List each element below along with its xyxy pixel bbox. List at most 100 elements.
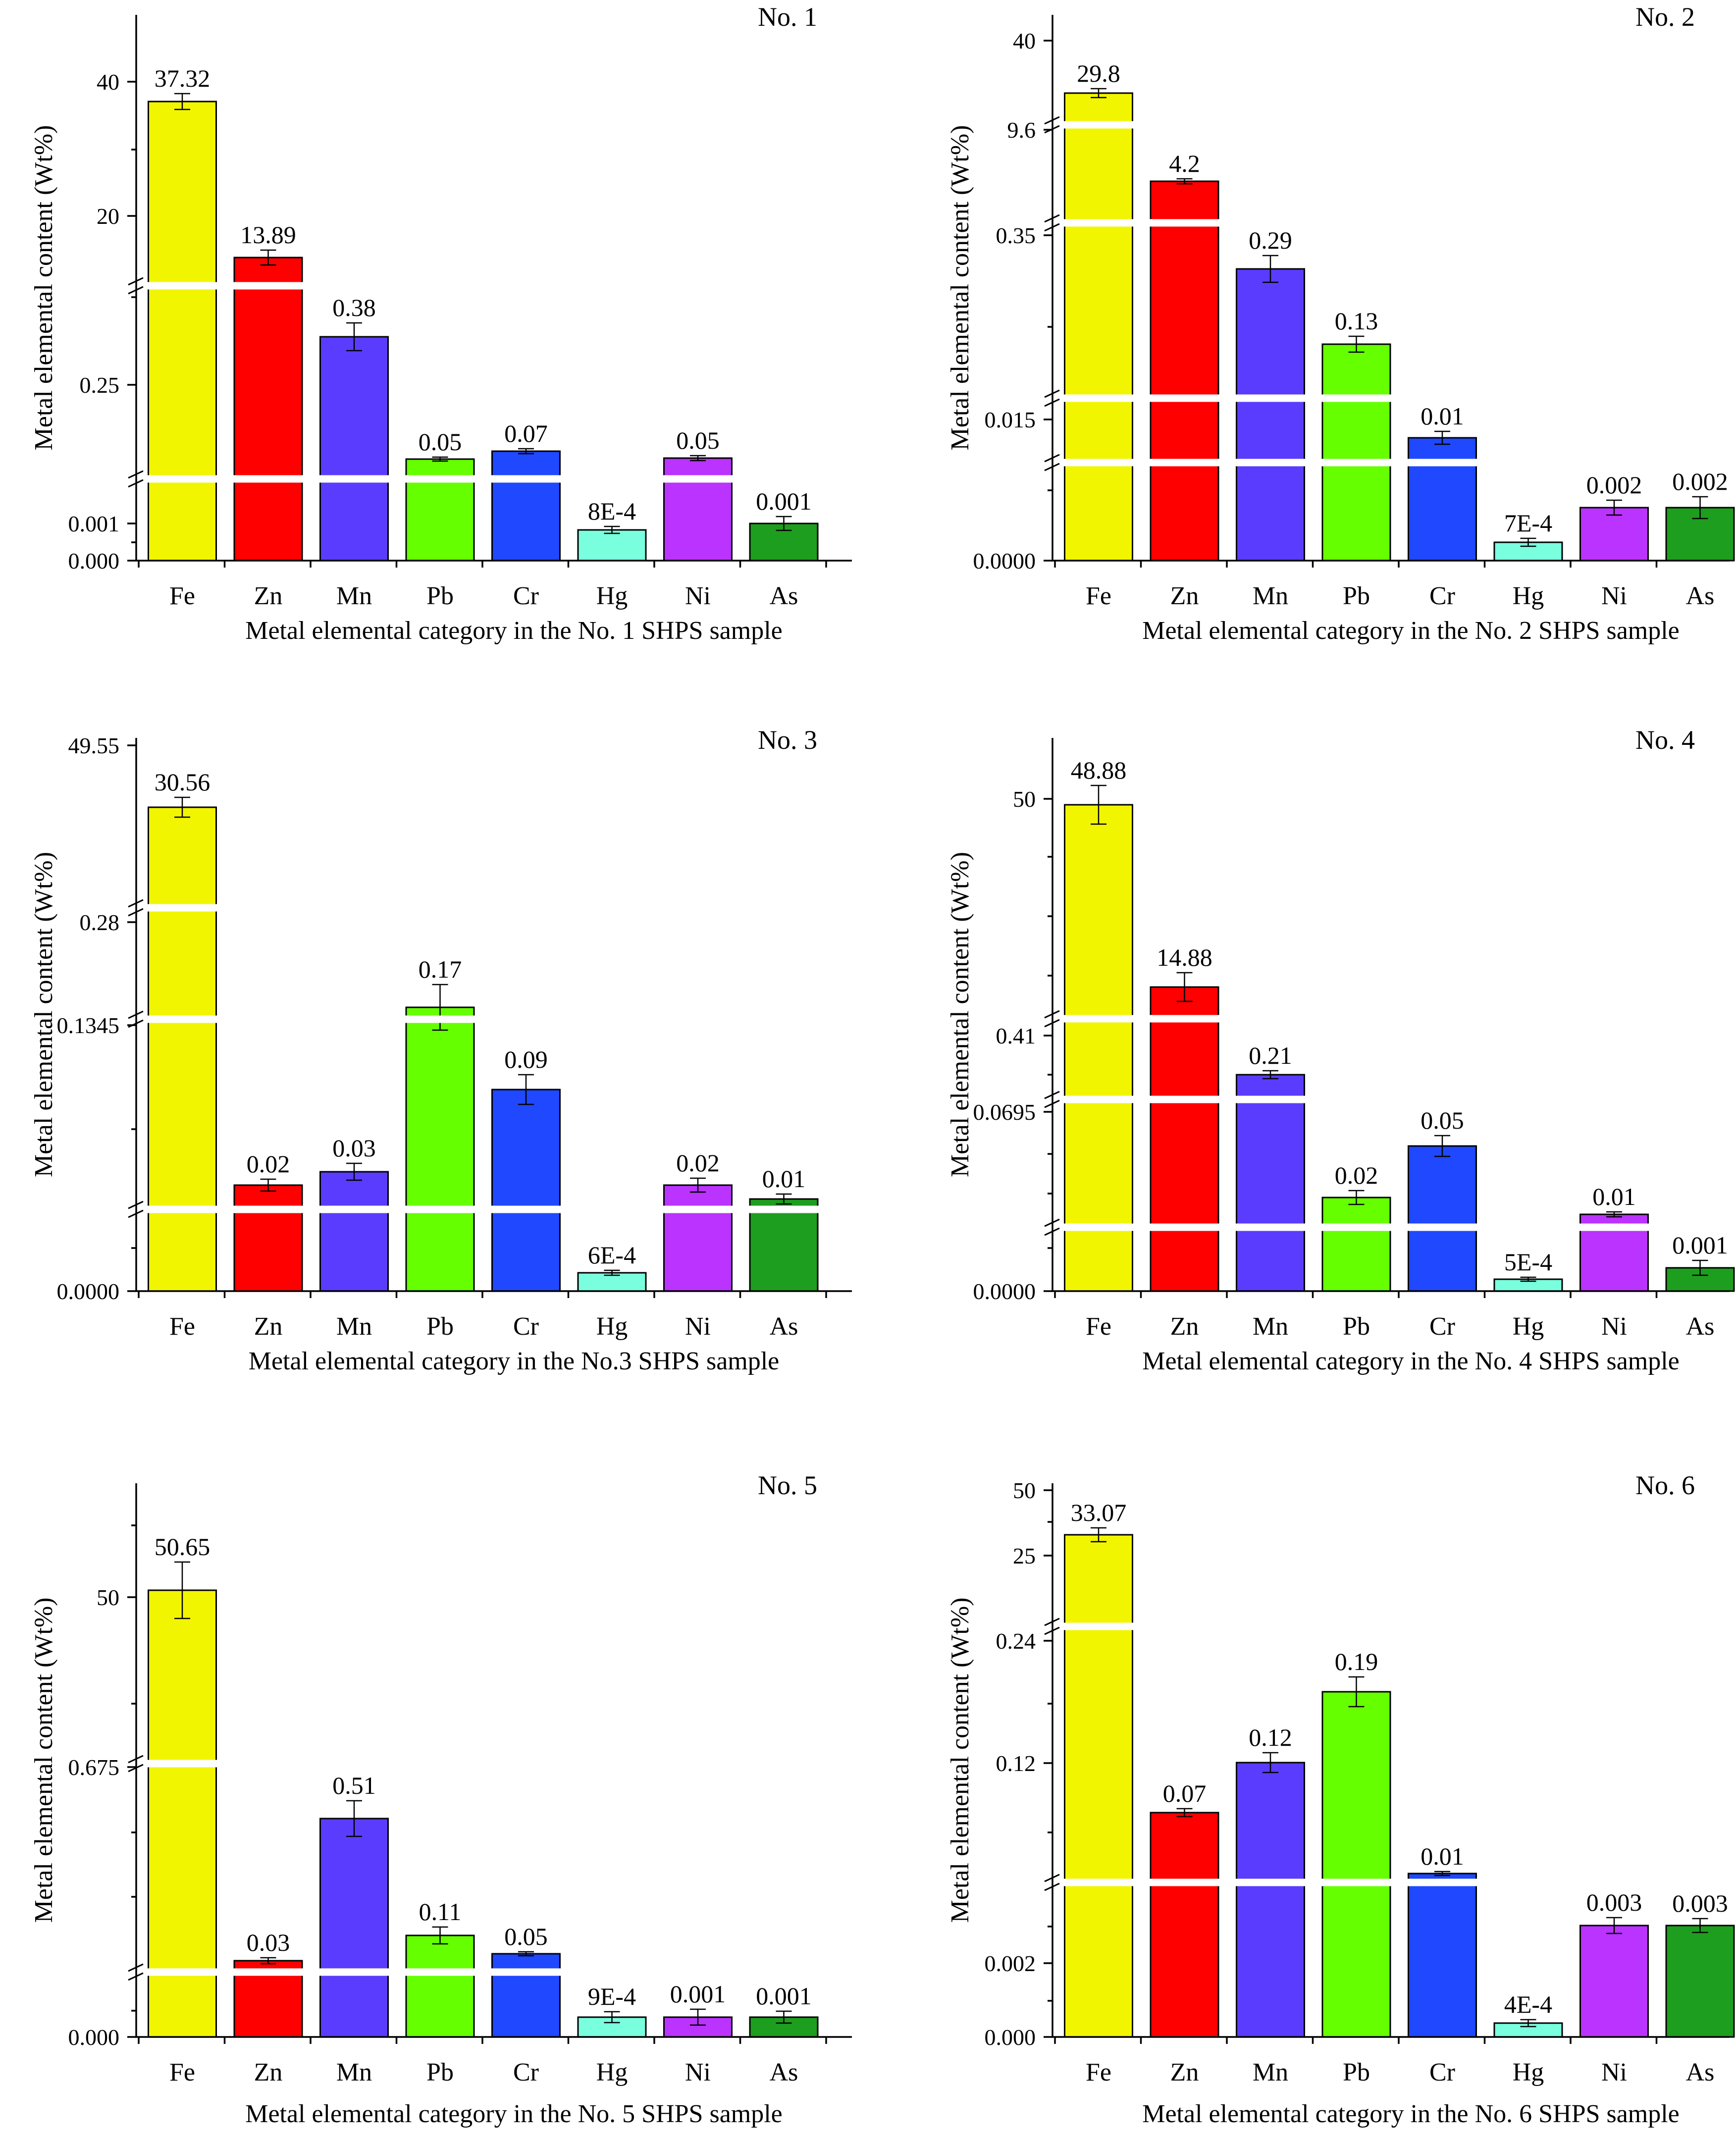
y-tick-label: 0.000 (985, 2025, 1036, 2050)
bar-pb (405, 458, 475, 562)
error-bar-hg (1520, 2019, 1536, 2028)
value-label-pb: 0.17 (419, 955, 462, 983)
bar-fe (148, 101, 217, 562)
category-label-hg: Hg (596, 2058, 628, 2086)
value-label-cr: 0.05 (1420, 1106, 1464, 1134)
category-label-pb: Pb (426, 1312, 454, 1341)
panel-title: No. 5 (758, 1470, 817, 1500)
y-tick-label: 0.000 (68, 2025, 120, 2050)
bar-mn (319, 336, 389, 562)
category-label-mn: Mn (336, 1312, 372, 1341)
y-tick-label: 0.35 (996, 223, 1036, 248)
y-axis-label: Metal elemental content (Wt%) (946, 852, 974, 1177)
value-label-cr: 0.07 (504, 419, 548, 447)
category-label-pb: Pb (1343, 1312, 1370, 1341)
value-label-zn: 14.88 (1157, 943, 1212, 971)
error-bar-pb (1348, 1190, 1365, 1205)
category-label-hg: Hg (596, 582, 628, 610)
bar-mn (1236, 1074, 1305, 1292)
value-label-zn: 4.2 (1169, 150, 1200, 177)
value-label-pb: 0.05 (419, 428, 462, 456)
y-axis-label: Metal elemental content (Wt%) (30, 125, 58, 451)
y-tick-label: 0.0000 (973, 1279, 1036, 1304)
error-bar-hg (1520, 537, 1536, 547)
error-bar-as (1692, 496, 1708, 520)
y-tick-label: 0.002 (985, 1951, 1036, 1976)
error-bar-cr (518, 448, 534, 455)
value-label-mn: 0.03 (332, 1134, 376, 1162)
error-bar-pb (1348, 1676, 1365, 1708)
category-label-ni: Ni (685, 2058, 711, 2086)
error-bar-mn (346, 322, 362, 352)
category-label-hg: Hg (1513, 1312, 1544, 1341)
category-label-cr: Cr (513, 2058, 539, 2086)
value-label-fe: 50.65 (155, 1533, 210, 1561)
error-bar-ni (690, 455, 706, 462)
bar-pb (1321, 1691, 1391, 2038)
bar-mn (1236, 268, 1305, 562)
y-tick-label: 50 (97, 1585, 119, 1610)
category-label-pb: Pb (1343, 2058, 1370, 2086)
error-bar-as (1692, 1918, 1708, 1933)
error-bar-pb (1348, 335, 1365, 353)
error-bar-fe (174, 1561, 190, 1619)
category-label-mn: Mn (1253, 2058, 1288, 2086)
category-label-fe: Fe (169, 2058, 195, 2086)
y-tick-label: 0.0000 (57, 1279, 120, 1304)
category-label-cr: Cr (1429, 2058, 1455, 2086)
bar-ni (1579, 507, 1649, 562)
y-tick-label: 0.41 (996, 1023, 1036, 1048)
value-label-hg: 8E-4 (588, 497, 636, 525)
value-label-fe: 29.8 (1077, 59, 1120, 87)
y-tick-label: 0.0695 (973, 1099, 1036, 1125)
value-label-hg: 7E-4 (1504, 509, 1552, 537)
bar-cr (1408, 1145, 1477, 1292)
category-label-ni: Ni (1601, 582, 1627, 610)
bar-pb (1321, 343, 1391, 562)
panel-title: No. 2 (1635, 2, 1695, 32)
error-bar-as (776, 2010, 792, 2024)
category-label-fe: Fe (169, 1312, 195, 1341)
error-bar-ni (690, 2008, 706, 2026)
value-label-mn: 0.38 (332, 294, 376, 321)
bar-hg (577, 529, 647, 562)
bar-fe (1064, 1534, 1133, 2038)
category-label-as: As (1686, 1312, 1715, 1341)
value-label-as: 0.01 (762, 1165, 806, 1193)
category-label-hg: Hg (596, 1312, 628, 1341)
chart-panel-3: 30.56 Fe 0.02 Zn 0.03 Mn 0.17 Pb 0.09 Cr 6E-4 Hg 0.0… (30, 725, 852, 1375)
bar-pb (405, 1934, 475, 2038)
error-bar-zn (1176, 178, 1193, 185)
bar-fe (148, 1589, 217, 2038)
category-label-fe: Fe (1086, 1312, 1111, 1341)
category-label-ni: Ni (1601, 2058, 1627, 2086)
error-bar-cr (1434, 430, 1450, 445)
error-bar-zn (260, 1178, 276, 1192)
error-bar-ni (1606, 1917, 1622, 1934)
value-label-mn: 0.12 (1249, 1723, 1292, 1751)
y-tick-label: 0.25 (80, 372, 120, 398)
panel-title: No. 4 (1635, 725, 1695, 755)
value-label-fe: 48.88 (1071, 756, 1127, 784)
chart-panel-6: 33.07 Fe 0.07 Zn 0.12 Mn 0.19 Pb 0.01 Cr 4E-4 Hg 0.0… (946, 1470, 1735, 2128)
chart-panel-5: 50.65 Fe 0.03 Zn 0.51 Mn 0.11 Pb 0.05 Cr 9E-4 Hg 0.0… (30, 1470, 852, 2128)
y-tick-label: 0.001 (68, 511, 120, 536)
x-axis-label: Metal elemental category in the No.3 SHP… (249, 1347, 780, 1375)
y-tick-label: 20 (97, 204, 119, 229)
error-bar-ni (1606, 499, 1622, 516)
y-tick-label: 40 (1013, 28, 1036, 53)
chart-panel-2: 29.8 Fe 4.2 Zn 0.29 Mn 0.13 Pb 0.01 Cr 7E-4 Hg 0.002… (946, 2, 1735, 645)
value-label-hg: 4E-4 (1504, 1990, 1552, 2018)
y-tick-label: 0.675 (68, 1755, 120, 1780)
bar-ni (663, 1184, 733, 1292)
value-label-fe: 30.56 (155, 768, 210, 796)
value-label-pb: 0.13 (1335, 307, 1378, 335)
category-label-zn: Zn (254, 1312, 283, 1341)
chart-panel-4: 48.88 Fe 14.88 Zn 0.21 Mn 0.02 Pb 0.05 Cr 5E-4 Hg 0.… (946, 725, 1735, 1375)
category-label-ni: Ni (685, 582, 711, 610)
x-axis-label: Metal elemental category in the No. 2 SH… (1142, 617, 1680, 645)
category-label-as: As (1686, 2058, 1715, 2086)
bar-mn (319, 1171, 389, 1292)
y-tick-label: 50 (1013, 786, 1036, 812)
value-label-mn: 0.51 (332, 1772, 376, 1799)
